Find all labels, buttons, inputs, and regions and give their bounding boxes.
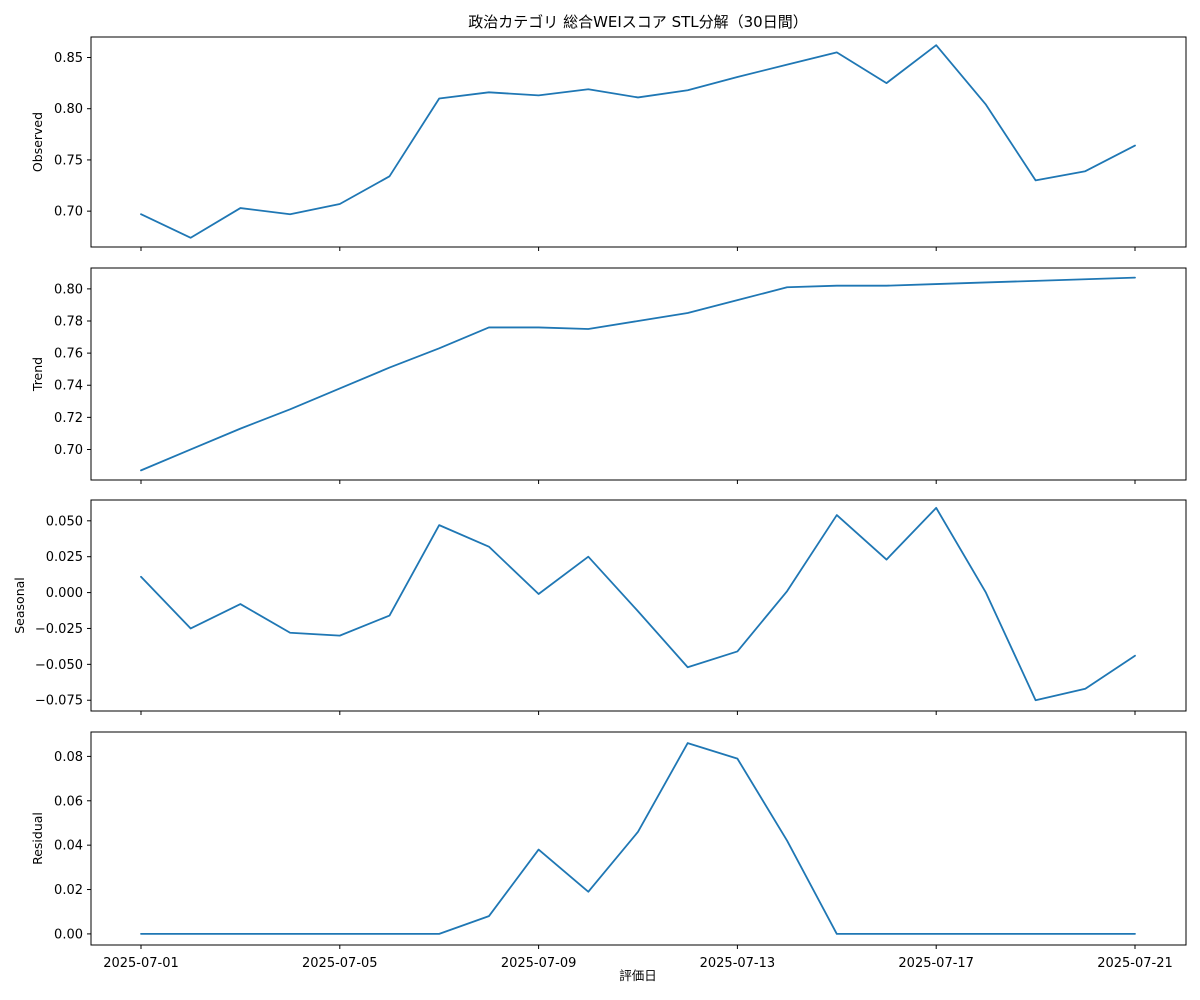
y-tick-label: 0.02 xyxy=(54,883,83,898)
y-tick-label: 0.80 xyxy=(54,102,83,117)
x-tick-label: 2025-07-01 xyxy=(103,956,179,971)
y-tick-label: −0.025 xyxy=(35,622,83,637)
panel-seasonal: −0.075 −0.050 −0.025 0.000 0.025 0.050 Seasona… xyxy=(12,499,1187,715)
y-tick-label: 0.85 xyxy=(54,51,83,66)
y-tick-label: 0.04 xyxy=(54,839,83,854)
y-tick-label: −0.050 xyxy=(35,658,83,673)
x-axis-label: 評価日 xyxy=(619,968,657,983)
x-tick-label: 2025-07-13 xyxy=(700,956,776,971)
y-tick-label: −0.075 xyxy=(35,694,83,709)
panel-residual: 0.00 0.02 0.04 0.06 0.08 Residual xyxy=(30,731,1187,949)
y-axis-label-observed: Observed xyxy=(30,112,45,172)
y-tick-label: 0.00 xyxy=(54,927,83,942)
y-tick-label: 0.06 xyxy=(54,794,83,809)
y-tick-label: 0.74 xyxy=(54,379,83,394)
y-tick-label: 0.70 xyxy=(54,205,83,220)
y-axis-label-seasonal: Seasonal xyxy=(12,577,27,634)
y-tick-label: 0.72 xyxy=(54,411,83,426)
panel-trend: 0.70 0.72 0.74 0.76 0.78 0.80 Trend xyxy=(30,267,1187,484)
y-tick-label: 0.000 xyxy=(46,586,83,601)
y-tick-label: 0.050 xyxy=(46,514,83,529)
y-tick-label: 0.75 xyxy=(54,153,83,168)
y-tick-label: 0.76 xyxy=(54,347,83,362)
y-tick-label: 0.08 xyxy=(54,750,83,765)
series-line-trend xyxy=(140,276,1136,472)
x-tick-label: 2025-07-09 xyxy=(501,956,577,971)
series-line-seasonal xyxy=(140,506,1136,702)
y-tick-label: 0.70 xyxy=(54,443,83,458)
plot-frame xyxy=(90,731,1187,946)
y-tick-label: 0.78 xyxy=(54,315,83,330)
y-axis-label-residual: Residual xyxy=(30,812,45,865)
plot-frame xyxy=(90,36,1187,248)
plot-frame xyxy=(90,267,1187,481)
y-tick-label: 0.025 xyxy=(46,550,83,565)
x-tick-label: 2025-07-21 xyxy=(1097,956,1173,971)
series-line-observed xyxy=(140,44,1136,239)
y-axis-label-trend: Trend xyxy=(30,357,45,392)
x-tick-label: 2025-07-05 xyxy=(302,956,378,971)
panel-observed: 0.70 0.75 0.80 0.85 Observed xyxy=(30,36,1187,251)
chart-title: 政治カテゴリ 総合WEIスコア STL分解（30日間） xyxy=(468,13,807,31)
y-tick-label: 0.80 xyxy=(54,282,83,297)
series-line-residual xyxy=(140,742,1136,935)
plot-frame xyxy=(90,499,1187,712)
x-tick-label: 2025-07-17 xyxy=(898,956,974,971)
